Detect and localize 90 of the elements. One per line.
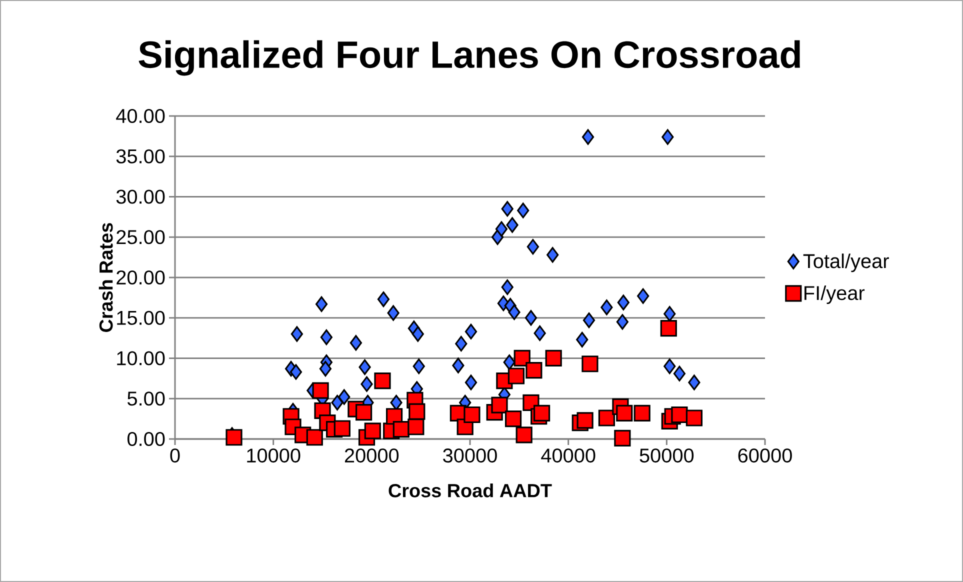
point [364, 422, 381, 440]
point [356, 404, 372, 421]
x-tick-label: 0 [170, 448, 180, 463]
legend-label: Total/year [803, 254, 889, 272]
legend-label: FI/year [804, 285, 865, 304]
point [664, 306, 676, 322]
point [503, 354, 516, 370]
point [320, 329, 332, 346]
point [526, 239, 539, 255]
y-tick-label: 35.00 [116, 149, 165, 164]
point [358, 359, 371, 375]
point [616, 314, 628, 330]
y-tick-label: 20.00 [116, 270, 165, 285]
point [614, 430, 631, 446]
point [516, 426, 532, 444]
point [545, 350, 562, 367]
point [315, 296, 328, 312]
point [412, 358, 425, 374]
point [387, 305, 400, 321]
point [534, 325, 546, 342]
point [582, 312, 596, 328]
x-axis-title: Cross Road AADT [388, 483, 552, 498]
point [660, 320, 677, 337]
point [377, 291, 390, 308]
y-tick-label: 30.00 [116, 190, 165, 204]
point [334, 420, 350, 437]
point [501, 279, 514, 295]
point [360, 376, 373, 392]
point [688, 374, 700, 390]
point [331, 394, 344, 410]
chart-title: Signalized Four Lanes On Crossroad [138, 40, 800, 76]
x-tick-label: 50000 [640, 448, 694, 463]
point [412, 326, 424, 342]
point [455, 336, 468, 352]
point [464, 324, 478, 340]
point [350, 335, 362, 351]
y-tick-label: 0.00 [127, 432, 165, 446]
point [508, 304, 520, 320]
point [452, 358, 464, 374]
point [491, 396, 508, 414]
point [464, 406, 480, 424]
point [600, 300, 613, 316]
y-tick-label: 25.00 [116, 230, 165, 244]
point [338, 389, 350, 405]
point [290, 326, 303, 342]
point [582, 129, 594, 145]
point [306, 429, 323, 446]
point [504, 410, 522, 428]
x-tick-label: 30000 [443, 448, 497, 463]
y-tick-label: 5.00 [128, 392, 165, 406]
y-tick-label: 10.00 [117, 351, 165, 366]
point [576, 412, 594, 429]
point [637, 288, 650, 304]
point [290, 364, 302, 380]
point [598, 410, 615, 426]
point [390, 394, 402, 410]
point [671, 406, 688, 424]
point [673, 366, 686, 382]
point [495, 221, 508, 237]
y-axis-title: Crash Rates [98, 223, 113, 332]
point [686, 410, 703, 426]
x-tick-label: 60000 [738, 448, 792, 463]
point [464, 374, 478, 390]
point [501, 201, 514, 217]
point [533, 404, 550, 422]
point [408, 403, 426, 420]
point [526, 362, 542, 379]
point [576, 332, 588, 348]
x-tick-label: 10000 [247, 448, 300, 463]
y-tick-label: 15.00 [117, 310, 165, 325]
point [506, 217, 518, 233]
x-tick-label: 20000 [344, 448, 399, 463]
point [546, 247, 559, 263]
point [319, 360, 332, 377]
point [226, 429, 242, 446]
point [508, 368, 525, 384]
point [312, 382, 329, 399]
point [616, 404, 633, 422]
point [634, 404, 650, 422]
y-tick-label: 40.00 [116, 108, 165, 124]
point [662, 129, 674, 145]
point [514, 350, 530, 367]
point [524, 310, 538, 326]
point [664, 358, 676, 374]
point [374, 372, 391, 390]
x-tick-label: 40000 [541, 448, 596, 463]
point [617, 294, 630, 310]
point [582, 356, 598, 372]
point [408, 418, 424, 436]
point [517, 202, 530, 218]
